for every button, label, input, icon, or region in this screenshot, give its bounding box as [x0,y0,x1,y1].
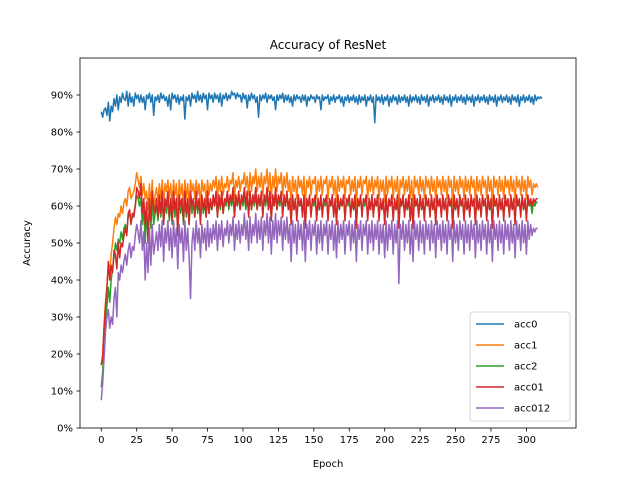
x-tick-label: 75 [201,435,214,446]
x-tick-label: 175 [340,435,359,446]
y-axis: 0% 10% 20% 30% 40% 50% 60% 70% 80% 90% [51,91,80,435]
y-tick-label: 0% [57,424,73,435]
x-tick-label: 200 [375,435,394,446]
series-line-acc0 [100,90,543,124]
y-tick-label: 80% [51,128,73,139]
x-tick-label: 0 [98,435,104,446]
x-tick-label: 300 [517,435,536,446]
legend-label-acc2: acc2 [514,362,538,373]
series-layer [100,90,543,401]
y-tick-label: 60% [51,202,73,213]
x-tick-label: 25 [130,435,143,446]
legend-label-acc01: acc01 [514,383,544,394]
y-tick-label: 20% [51,350,73,361]
x-axis-label: Epoch [313,459,344,470]
y-axis-label: Accuracy [22,220,33,266]
series-line-acc01 [100,183,538,366]
legend: acc0 acc1 acc2 acc01 acc012 [469,311,571,422]
legend-label-acc0: acc0 [514,320,538,331]
x-tick-label: 50 [166,435,179,446]
y-tick-label: 10% [51,387,73,398]
series-line-acc1 [100,168,539,366]
x-tick-label: 225 [411,435,430,446]
y-tick-label: 40% [51,276,73,287]
x-tick-label: 100 [233,435,252,446]
y-tick-label: 90% [51,91,73,102]
x-tick-label: 150 [304,435,323,446]
x-axis: 0 25 50 75 100 125 150 175 200 225 250 275 300 [98,428,536,446]
series-line-acc012 [100,212,538,401]
y-tick-label: 30% [51,313,73,324]
y-tick-label: 50% [51,239,73,250]
legend-label-acc1: acc1 [514,341,538,352]
chart-title: Accuracy of ResNet [270,38,387,52]
y-tick-label: 70% [51,165,73,176]
x-tick-label: 250 [446,435,465,446]
legend-label-acc012: acc012 [514,404,550,415]
x-tick-label: 125 [269,435,288,446]
x-tick-label: 275 [481,435,500,446]
legend-box [469,311,571,422]
